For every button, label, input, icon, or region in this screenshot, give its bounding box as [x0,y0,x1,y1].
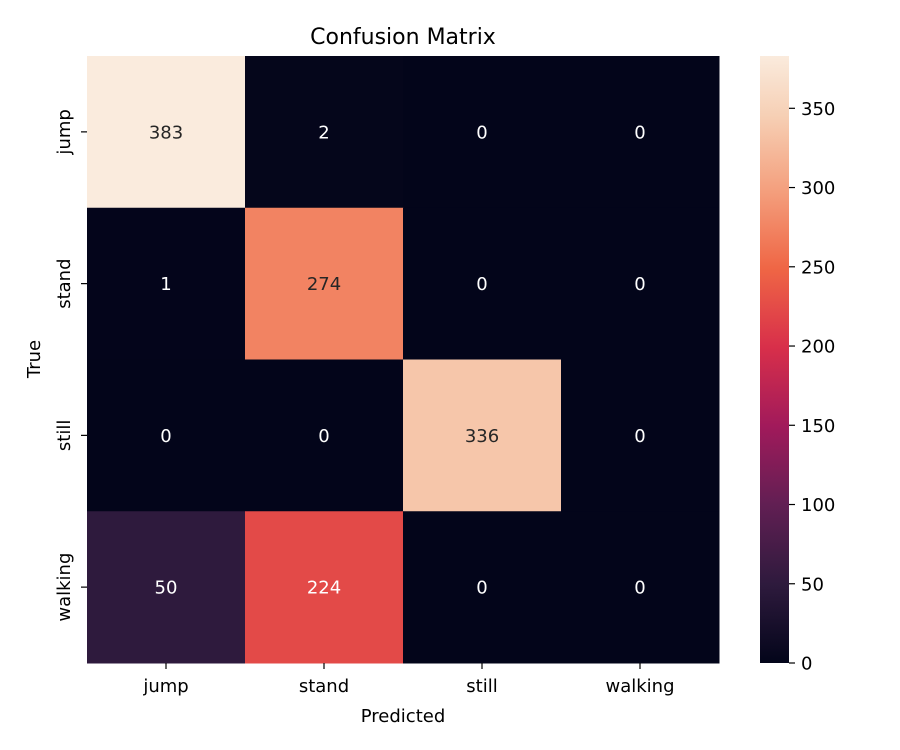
cell-value-label: 0 [634,426,645,447]
cell-value-label: 336 [465,426,499,447]
colorbar [760,56,789,663]
cell-value-label: 224 [307,578,341,599]
colorbar-tick-label: 250 [801,257,835,278]
cell-value-label: 0 [476,578,487,599]
cell-value-label: 1 [160,274,171,295]
x-axis-ticks: jump stand still walking [142,663,675,697]
heatmap-cell [87,359,246,512]
y-tick-label: walking [54,553,75,622]
heatmap-cell-labels: 383 2 0 0 1 274 0 0 0 0 336 0 50 224 0 0 [149,122,646,598]
cell-value-label: 0 [160,426,171,447]
heatmap-cell [245,511,404,664]
colorbar-tick-label: 200 [801,337,835,358]
cell-value-label: 0 [476,274,487,295]
heatmap-cell [403,359,562,512]
colorbar-ticks: 0 50 100 150 200 250 300 350 [789,99,835,675]
cell-value-label: 0 [634,122,645,143]
heatmap-cell [561,359,720,512]
heatmap-cell [87,207,246,360]
colorbar-tick-label: 150 [801,416,835,437]
y-axis-label: True [24,340,45,379]
heatmap-cell [403,511,562,664]
chart-title: Confusion Matrix [310,25,496,50]
x-axis-label: Predicted [361,706,446,727]
y-tick-label: stand [54,258,75,308]
heatmap-cell [561,56,720,209]
heatmap-cell [403,56,562,209]
colorbar-tick-label: 300 [801,178,835,199]
x-tick-label: still [466,676,497,697]
heatmap-cell [403,207,562,360]
heatmap-cell [245,207,404,360]
cell-value-label: 0 [318,426,329,447]
heatmap-cells [87,56,720,664]
cell-value-label: 0 [634,274,645,295]
x-tick-label: jump [142,676,188,697]
y-tick-label: still [54,420,75,451]
y-axis-ticks: jump stand still walking [54,109,87,622]
heatmap-cell [561,207,720,360]
cell-value-label: 0 [476,122,487,143]
heatmap-cell [245,56,404,209]
heatmap-cell [87,511,246,664]
colorbar-tick-label: 100 [801,495,835,516]
heatmap-cell [561,511,720,664]
x-tick-label: walking [605,676,674,697]
heatmap-cell [245,359,404,512]
y-tick-label: jump [54,109,75,155]
cell-value-label: 2 [318,122,329,143]
cell-value-label: 383 [149,122,183,143]
cell-value-label: 50 [155,578,178,599]
cell-value-label: 0 [634,578,645,599]
colorbar-tick-label: 350 [801,99,835,120]
colorbar-tick-label: 0 [801,654,812,675]
cell-value-label: 274 [307,274,341,295]
heatmap-cell [87,56,246,209]
x-tick-label: stand [299,676,349,697]
colorbar-tick-label: 50 [801,574,824,595]
